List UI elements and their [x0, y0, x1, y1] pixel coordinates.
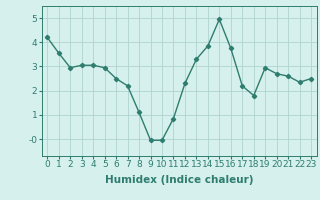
X-axis label: Humidex (Indice chaleur): Humidex (Indice chaleur) [105, 175, 253, 185]
